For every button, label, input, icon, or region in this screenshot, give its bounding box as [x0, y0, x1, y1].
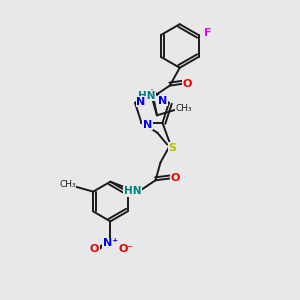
Text: N: N	[158, 96, 168, 106]
Text: HN: HN	[124, 186, 142, 196]
Text: F: F	[204, 28, 211, 38]
Text: O: O	[183, 79, 192, 88]
Text: CH₃: CH₃	[176, 104, 192, 113]
Text: N: N	[143, 120, 152, 130]
Text: HN: HN	[138, 91, 156, 100]
Text: N: N	[136, 97, 146, 107]
Text: O⁻: O⁻	[118, 244, 134, 254]
Text: S: S	[168, 142, 176, 153]
Text: N⁺: N⁺	[103, 238, 118, 248]
Text: CH₃: CH₃	[59, 180, 76, 189]
Text: O: O	[171, 173, 180, 183]
Text: O: O	[90, 244, 99, 254]
